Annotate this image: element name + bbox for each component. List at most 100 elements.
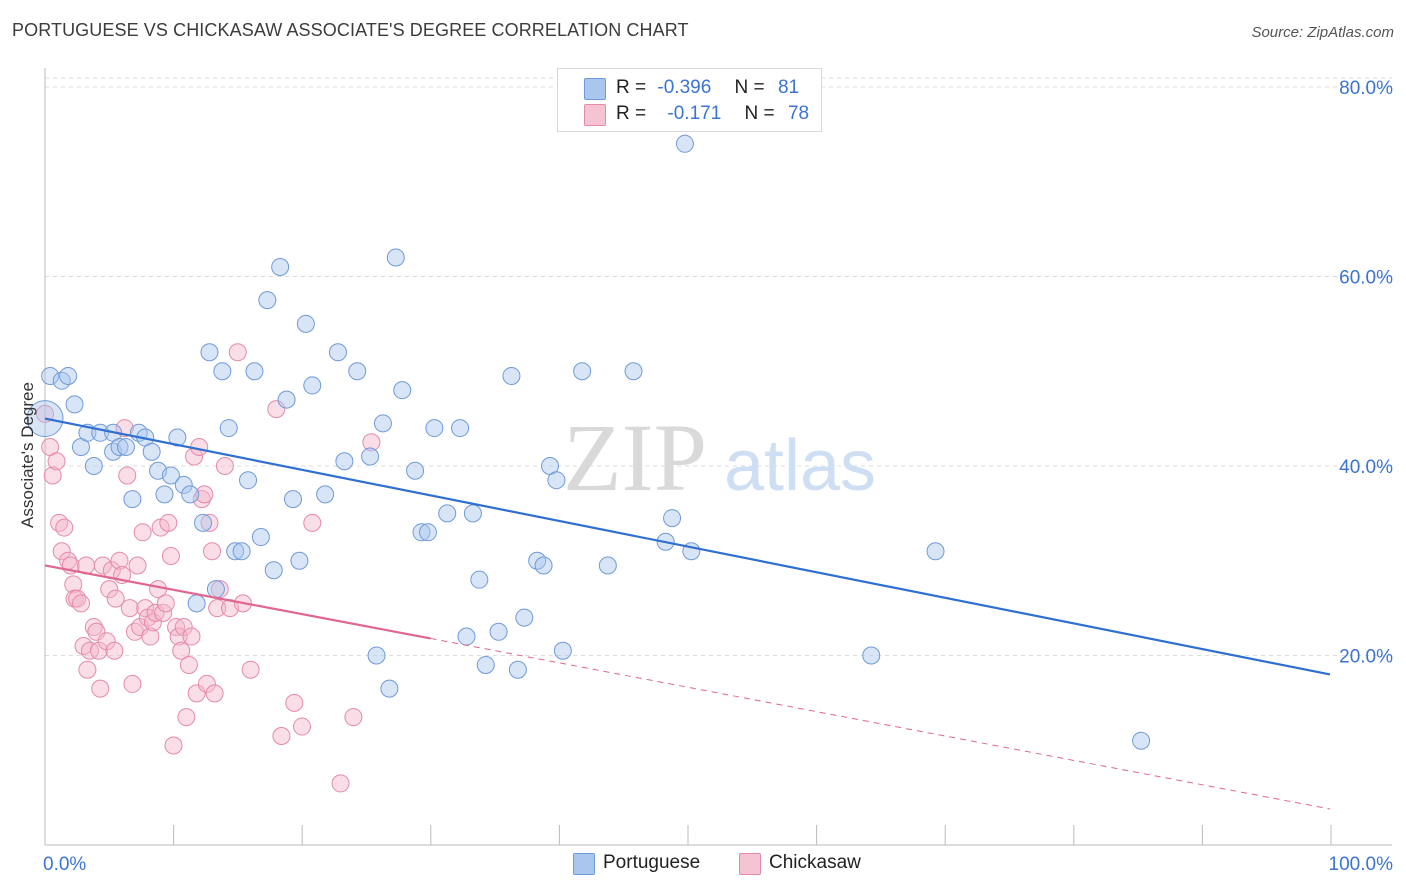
- portuguese-point: [245, 362, 264, 381]
- chickasaw-point: [55, 518, 74, 537]
- y-tick-label: 80.0%: [1339, 78, 1393, 99]
- portuguese-point: [393, 381, 412, 400]
- portuguese-point: [251, 528, 270, 547]
- portuguese-point: [181, 485, 200, 504]
- portuguese-point: [59, 366, 78, 385]
- chickasaw-point: [241, 660, 260, 679]
- portuguese-point: [123, 490, 142, 509]
- chickasaw-point: [161, 546, 180, 565]
- portuguese-point: [406, 461, 425, 480]
- portuguese-point: [470, 570, 489, 589]
- portuguese-point: [534, 556, 553, 575]
- portuguese-point: [1132, 731, 1151, 750]
- portuguese-point: [116, 438, 135, 457]
- tick-labels: 20.0% 40.0% 60.0% 80.0% 0.0% 100.0%: [43, 78, 1393, 875]
- portuguese-point: [258, 291, 277, 310]
- portuguese-point: [862, 646, 881, 665]
- portuguese-point: [41, 366, 60, 385]
- portuguese-point: [926, 542, 945, 561]
- portuguese-point: [290, 551, 309, 570]
- chickasaw-swatch: [739, 853, 761, 875]
- chickasaw-point: [177, 708, 196, 727]
- chickasaw-point: [195, 485, 214, 504]
- chickasaw-point: [182, 627, 201, 646]
- chickasaw-trend-line: [44, 564, 431, 640]
- chickasaw-point: [362, 433, 381, 452]
- x-tick-label: 0.0%: [43, 854, 86, 875]
- portuguese-point: [425, 419, 444, 438]
- legend-swatch-chickasaw: [584, 104, 606, 126]
- chickasaw-point: [215, 456, 234, 475]
- portuguese-point: [206, 580, 225, 599]
- portuguese-point: [624, 362, 643, 381]
- chickasaw-point: [64, 575, 83, 594]
- chickasaw-point: [105, 641, 124, 660]
- portuguese-point: [84, 456, 103, 475]
- chickasaw-point: [174, 618, 193, 637]
- chickasaw-point: [115, 419, 134, 438]
- chickasaw-point: [71, 594, 90, 613]
- chickasaw-point: [203, 542, 222, 561]
- chickasaw-point: [272, 727, 291, 746]
- portuguese-point: [65, 395, 84, 414]
- portuguese-point: [277, 390, 296, 409]
- portuguese-point: [174, 475, 193, 494]
- portuguese-point: [373, 414, 392, 433]
- portuguese-point: [508, 660, 527, 679]
- chickasaw-point: [293, 717, 311, 736]
- portuguese-legend-label: Portuguese: [603, 852, 701, 873]
- legend-n-label: N =: [744, 103, 775, 124]
- chickasaw-point: [52, 542, 71, 561]
- portuguese-point: [438, 504, 457, 523]
- chickasaw-point: [84, 618, 103, 637]
- chickasaw-point: [123, 674, 142, 693]
- portuguese-point: [386, 248, 405, 267]
- portuguese-point: [303, 376, 322, 395]
- chickasaw-point: [169, 627, 188, 646]
- legend-swatch-portuguese: [584, 78, 606, 100]
- chickasaw-point: [141, 627, 160, 646]
- portuguese-point: [213, 362, 232, 381]
- chickasaw-point: [91, 679, 110, 698]
- legend-r-label: R =: [616, 103, 647, 124]
- chickasaw-point: [100, 580, 119, 599]
- portuguese-point: [515, 608, 534, 627]
- axes: [44, 68, 1392, 846]
- portuguese-point: [380, 679, 399, 698]
- portuguese-point: [52, 371, 71, 390]
- chickasaw-point: [208, 599, 227, 618]
- portuguese-point: [457, 627, 476, 646]
- legend-r-label: R =: [616, 77, 647, 98]
- y-tick-label: 40.0%: [1339, 457, 1393, 478]
- portuguese-point: [271, 257, 290, 276]
- portuguese-point: [316, 485, 335, 504]
- portuguese-point: [296, 314, 315, 333]
- portuguese-point: [412, 523, 431, 542]
- chickasaw-point: [118, 466, 137, 485]
- portuguese-point: [502, 366, 521, 385]
- portuguese-trend-line: [44, 417, 1331, 676]
- chickasaw-point: [106, 589, 125, 608]
- portuguese-point: [451, 419, 470, 438]
- portuguese-point: [232, 542, 251, 561]
- chart-title: PORTUGUESE VS CHICKASAW ASSOCIATE'S DEGR…: [12, 20, 689, 40]
- y-tick-label: 20.0%: [1339, 646, 1393, 667]
- chickasaw-point: [87, 622, 106, 641]
- portuguese-point: [348, 362, 367, 381]
- portuguese-swatch: [573, 853, 595, 875]
- chickasaw-point: [89, 641, 108, 660]
- portuguese-point: [547, 471, 566, 490]
- portuguese-point: [226, 542, 245, 561]
- chickasaw-point: [344, 708, 363, 727]
- portuguese-point: [476, 655, 495, 674]
- portuguese-point: [573, 362, 592, 381]
- chickasaw-point: [187, 684, 206, 703]
- chickasaw-point: [200, 513, 219, 532]
- portuguese-point: [463, 504, 482, 523]
- chickasaw-trend-extension: [430, 637, 1331, 810]
- portuguese-point: [361, 447, 380, 466]
- portuguese-point: [675, 134, 694, 153]
- chickasaw-point: [78, 660, 97, 679]
- watermark-atlas: atlas: [724, 426, 876, 506]
